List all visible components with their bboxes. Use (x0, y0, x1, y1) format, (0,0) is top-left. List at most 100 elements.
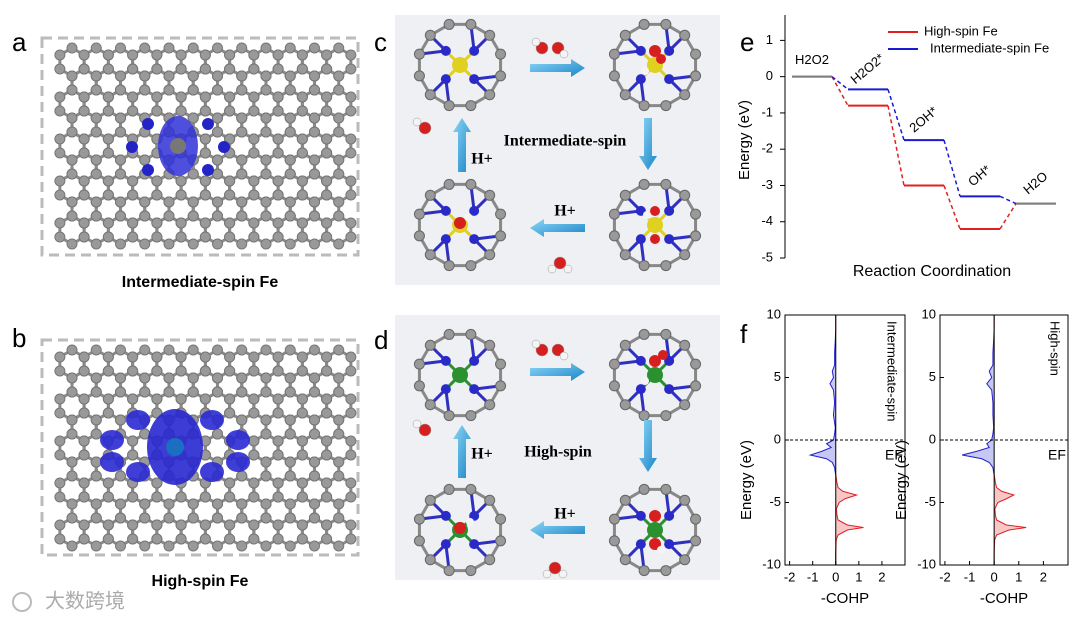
atom (424, 399, 436, 411)
atom (248, 189, 260, 201)
ef-label: EF (1048, 447, 1066, 463)
atom (163, 70, 175, 82)
atom (54, 105, 66, 117)
atom (54, 519, 66, 531)
atom (308, 126, 320, 138)
atom (248, 147, 260, 159)
atom (260, 42, 272, 54)
atom (139, 84, 151, 96)
x-tick-label: 0 (991, 569, 998, 584)
atom (175, 189, 187, 201)
atom (187, 238, 199, 250)
atom (619, 249, 631, 261)
y-tick-label: -10 (762, 556, 781, 571)
atom (272, 435, 284, 447)
atom (54, 63, 66, 75)
proton: H+ (554, 203, 576, 220)
spin-density (126, 410, 150, 430)
atom (272, 407, 284, 419)
atom (424, 89, 436, 101)
atom (495, 380, 507, 392)
atom (151, 189, 163, 201)
atom (284, 154, 296, 166)
atom (495, 358, 507, 370)
atom (102, 365, 114, 377)
adsorbate (418, 423, 432, 437)
connector (999, 203, 1017, 230)
atom (660, 18, 672, 30)
atom (333, 196, 345, 208)
atom (114, 512, 126, 524)
n-atom (635, 539, 646, 550)
atom (284, 540, 296, 552)
atom (608, 208, 620, 220)
atom (102, 189, 114, 201)
atom (296, 217, 308, 229)
atom (114, 470, 126, 482)
n-atom (664, 539, 675, 550)
panel-letter: b (12, 323, 26, 353)
n-atom (440, 205, 451, 216)
atom (272, 91, 284, 103)
atom (248, 435, 260, 447)
atom (199, 491, 211, 503)
atom (413, 380, 425, 392)
atom (224, 49, 236, 61)
proton: H+ (554, 506, 576, 523)
atom (272, 105, 284, 117)
atom (78, 393, 90, 405)
atom (54, 217, 66, 229)
atom (465, 100, 477, 112)
arrow (530, 219, 585, 237)
atom (638, 483, 650, 495)
atom (139, 154, 151, 166)
atom (424, 554, 436, 566)
atom (484, 494, 496, 506)
atom (424, 249, 436, 261)
atom (608, 358, 620, 370)
atom (495, 230, 507, 242)
atom (224, 491, 236, 503)
atom (78, 49, 90, 61)
atom (333, 42, 345, 54)
atom (272, 217, 284, 229)
n-atom (202, 118, 214, 130)
atom (78, 147, 90, 159)
atom (321, 477, 333, 489)
atom (114, 210, 126, 222)
atom (424, 189, 436, 201)
atom (66, 344, 78, 356)
atom (66, 372, 78, 384)
atom (296, 365, 308, 377)
atom (66, 70, 78, 82)
atom (54, 231, 66, 243)
atom (638, 260, 650, 272)
frame-b (40, 338, 360, 557)
atom (211, 210, 223, 222)
x-tick-label: 0 (832, 569, 839, 584)
atom (308, 238, 320, 250)
adsorbate (559, 351, 569, 361)
atom (272, 519, 284, 531)
atom (114, 126, 126, 138)
n-atom (469, 205, 480, 216)
atom (296, 449, 308, 461)
adsorbate (531, 339, 541, 349)
adsorbate (641, 67, 649, 75)
atom (224, 231, 236, 243)
arrow (530, 363, 585, 381)
atom (102, 147, 114, 159)
atom (272, 477, 284, 489)
state-label: High-spin (524, 444, 592, 461)
atom (424, 494, 436, 506)
atom (211, 154, 223, 166)
atom (260, 414, 272, 426)
atom (102, 519, 114, 531)
atom (484, 399, 496, 411)
atom (139, 238, 151, 250)
atom (139, 498, 151, 510)
atom (66, 154, 78, 166)
state-label: High-spin (1048, 321, 1063, 376)
atom (321, 435, 333, 447)
